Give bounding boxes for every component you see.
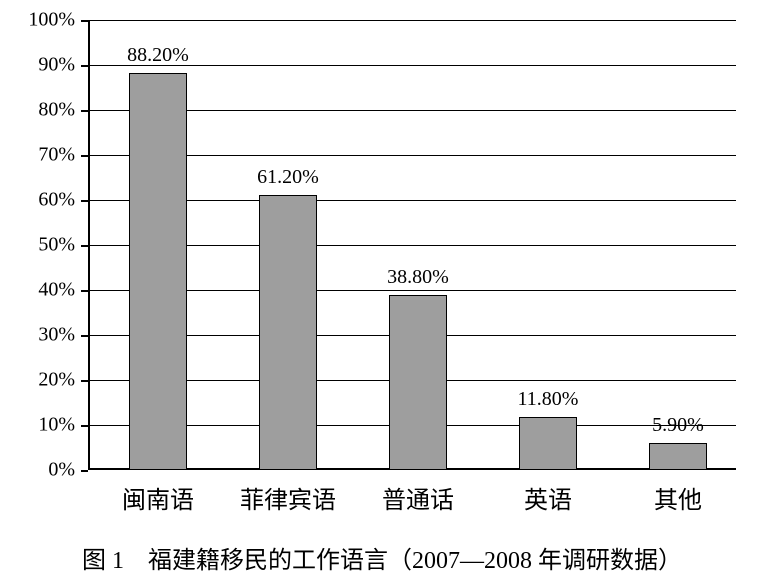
y-tick-label: 50%	[0, 234, 75, 257]
bar-value-label: 61.20%	[257, 166, 319, 189]
y-tick-label: 30%	[0, 324, 75, 347]
bar	[259, 195, 317, 470]
x-category-label: 其他	[654, 480, 702, 515]
y-tick-label: 80%	[0, 99, 75, 122]
bar	[649, 443, 707, 470]
y-tick-mark	[81, 425, 88, 427]
y-tick-label: 40%	[0, 279, 75, 302]
bar-value-label: 11.80%	[518, 388, 579, 411]
bar	[129, 73, 187, 470]
y-tick-mark	[81, 290, 88, 292]
y-tick-label: 60%	[0, 189, 75, 212]
y-tick-label: 70%	[0, 144, 75, 167]
y-tick-label: 20%	[0, 369, 75, 392]
gridline	[88, 20, 736, 21]
bar-value-label: 88.20%	[127, 44, 189, 67]
y-tick-mark	[81, 245, 88, 247]
plot-area	[88, 20, 736, 470]
x-category-label: 英语	[524, 480, 572, 515]
y-tick-mark	[81, 335, 88, 337]
y-tick-label: 100%	[0, 9, 75, 32]
bar-chart: 图 1 福建籍移民的工作语言（2007—2008 年调研数据） 0% 10% 20%…	[0, 0, 764, 577]
y-tick-mark	[81, 110, 88, 112]
y-tick-mark	[81, 20, 88, 22]
bar-value-label: 38.80%	[387, 266, 449, 289]
bar	[519, 417, 577, 470]
y-tick-mark	[81, 155, 88, 157]
x-category-label: 普通话	[382, 480, 454, 515]
x-category-label: 菲律宾语	[240, 480, 336, 515]
y-tick-label: 0%	[0, 459, 75, 482]
bar-value-label: 5.90%	[652, 414, 704, 437]
y-tick-label: 90%	[0, 54, 75, 77]
y-tick-mark	[81, 470, 88, 472]
y-tick-label: 10%	[0, 414, 75, 437]
bar	[389, 295, 447, 470]
y-tick-mark	[81, 380, 88, 382]
y-tick-mark	[81, 200, 88, 202]
chart-caption: 图 1 福建籍移民的工作语言（2007—2008 年调研数据）	[0, 540, 764, 575]
x-category-label: 闽南语	[122, 480, 194, 515]
y-tick-mark	[81, 65, 88, 67]
